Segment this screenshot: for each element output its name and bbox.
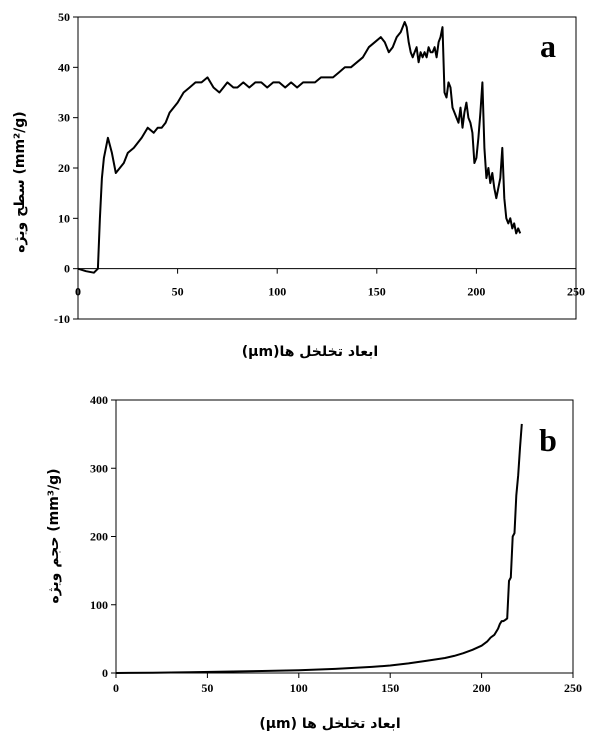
chart-a-panel-label: a <box>540 28 556 64</box>
chart-a-x-tick-label: 50 <box>172 285 184 299</box>
chart-a-x-axis-label: ابعاد تخلخل ها(μm) <box>242 344 378 360</box>
chart-b-y-tick-label: 300 <box>90 461 108 475</box>
chart-b-y-tick-label: 0 <box>102 666 108 680</box>
chart-a-y-axis-label: (mm²/g) سطح ویژه <box>12 111 28 252</box>
chart-b-x-tick-label: 200 <box>473 681 491 695</box>
chart-b-series-line <box>115 423 523 674</box>
chart-b-panel-label: b <box>539 422 557 458</box>
chart-b-y-axis-label: (mm³/g) حجم ویژه <box>46 468 62 603</box>
chart-b-x-axis-label: ابعاد تخلخل ها (μm) <box>259 716 400 732</box>
chart-b: 0 100 200 300 400 0 50 100 150 200 250 b ابعاد تخ… <box>46 393 582 732</box>
chart-b-plot-frame <box>115 399 574 674</box>
chart-a-y-tick-label: 0 <box>64 262 70 276</box>
chart-b-x-tick-label: 0 <box>113 681 119 695</box>
chart-a-x-tick-label: 150 <box>368 285 386 299</box>
chart-a-y-tick-label: 20 <box>58 161 70 175</box>
chart-a-y-tick-label: 40 <box>58 60 70 74</box>
chart-a-x-tick-label: 200 <box>467 285 485 299</box>
chart-b-x-tick-label: 50 <box>201 681 213 695</box>
chart-a-y-tick-label: 30 <box>58 111 70 125</box>
chart-a-y-tick-label: -10 <box>54 312 70 326</box>
chart-a-y-tick-label: 10 <box>58 211 70 225</box>
chart-b-x-tick-label: 150 <box>381 681 399 695</box>
chart-b-x-tick-label: 100 <box>290 681 308 695</box>
chart-a-x-tick-label: 100 <box>268 285 286 299</box>
chart-a-series-line <box>77 21 522 274</box>
chart-b-y-tick-label: 100 <box>90 598 108 612</box>
chart-a-x-tick-label: 250 <box>567 285 585 299</box>
chart-b-x-tick-label: 250 <box>564 681 582 695</box>
chart-b-y-tick-label: 400 <box>90 393 108 407</box>
chart-b-y-tick-label: 200 <box>90 530 108 544</box>
chart-a: -10 0 10 20 30 40 50 0 50 100 150 200 250 a ابعاد ت… <box>12 10 585 360</box>
chart-a-y-tick-label: 50 <box>58 10 70 24</box>
chart-a-x-tick-label: 0 <box>75 285 81 299</box>
